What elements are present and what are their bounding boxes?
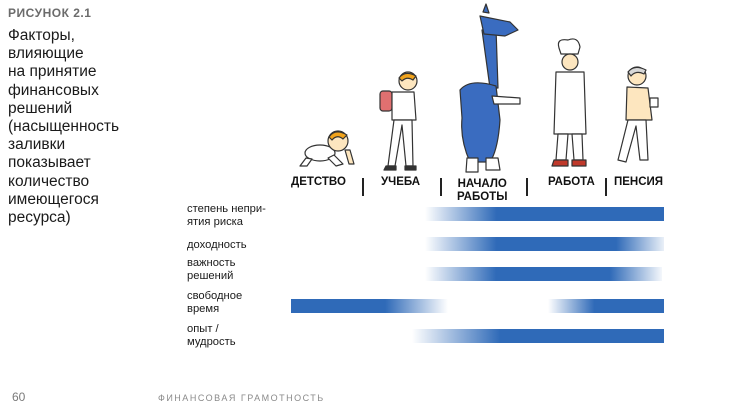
row-label-line: доходность xyxy=(187,239,247,251)
caption-line: на принятие xyxy=(8,63,97,81)
row-label-line: время xyxy=(187,302,220,315)
caption-line: ресурса) xyxy=(8,209,71,227)
caption-line: заливки xyxy=(8,136,66,154)
bar-free-time-youth xyxy=(291,299,448,313)
caption-line: показывает xyxy=(8,154,91,172)
stage-divider xyxy=(362,178,364,196)
stage-label-start-work: НАЧАЛО РАБОТЫ xyxy=(457,178,507,204)
row-label-line: важность xyxy=(187,257,236,269)
bar-free-time-retirement xyxy=(548,299,664,313)
row-label-free-time: свободное время xyxy=(187,290,242,315)
figure-label: РИСУНОК 2.1 xyxy=(8,6,92,20)
caption-line: Факторы, xyxy=(8,27,75,44)
row-label-line: решений xyxy=(187,269,234,282)
row-label-experience: опыт / мудрость xyxy=(187,323,236,348)
caption-line: влияющие xyxy=(8,45,84,63)
row-label-decision-importance: важность решений xyxy=(187,257,235,282)
student-with-backpack-icon xyxy=(379,71,418,171)
giraffe-worker-icon xyxy=(459,3,521,173)
chef-worker-icon xyxy=(551,38,587,167)
caption-line: финансовых xyxy=(8,81,99,99)
stage-label-study: УЧЕБА xyxy=(381,176,421,188)
page-number: 60 xyxy=(12,390,26,404)
stage-label-line: РАБОТЫ xyxy=(457,191,508,203)
row-label-profitability: доходность xyxy=(187,239,247,252)
caption-line: (насыщенность xyxy=(8,118,120,136)
crawling-baby-icon xyxy=(299,130,355,167)
bar-profitability xyxy=(425,237,664,251)
stage-label-work: РАБОТА xyxy=(548,176,595,188)
stage-divider xyxy=(440,178,442,196)
row-label-line: мудрость xyxy=(187,335,236,348)
stage-divider xyxy=(605,178,607,196)
bar-experience xyxy=(412,329,664,343)
row-label-line: степень непри- xyxy=(187,203,266,215)
stage-label-childhood: ДЕТСТВО xyxy=(291,176,346,188)
bar-decision-importance xyxy=(425,267,662,281)
row-label-line: свободное xyxy=(187,290,243,302)
stage-divider xyxy=(526,178,528,196)
old-man-with-cup-icon xyxy=(617,66,659,163)
running-title: ФИНАНСОВАЯ ГРАМОТНОСТЬ xyxy=(158,393,325,403)
figure-caption: Факторы, влияющие на принятие финансовых… xyxy=(8,27,158,227)
stage-label-retirement: ПЕНСИЯ xyxy=(614,176,664,188)
bar-risk-aversion xyxy=(425,207,664,221)
caption-line: имеющегося xyxy=(8,190,99,208)
row-label-risk-aversion: степень непри- ятия риска xyxy=(187,203,266,228)
row-label-line: ятия риска xyxy=(187,215,244,228)
row-label-line: опыт / xyxy=(187,323,219,335)
caption-line: решений xyxy=(8,99,73,117)
stage-label-line: НАЧАЛО xyxy=(457,178,507,190)
caption-line: количество xyxy=(8,172,90,190)
